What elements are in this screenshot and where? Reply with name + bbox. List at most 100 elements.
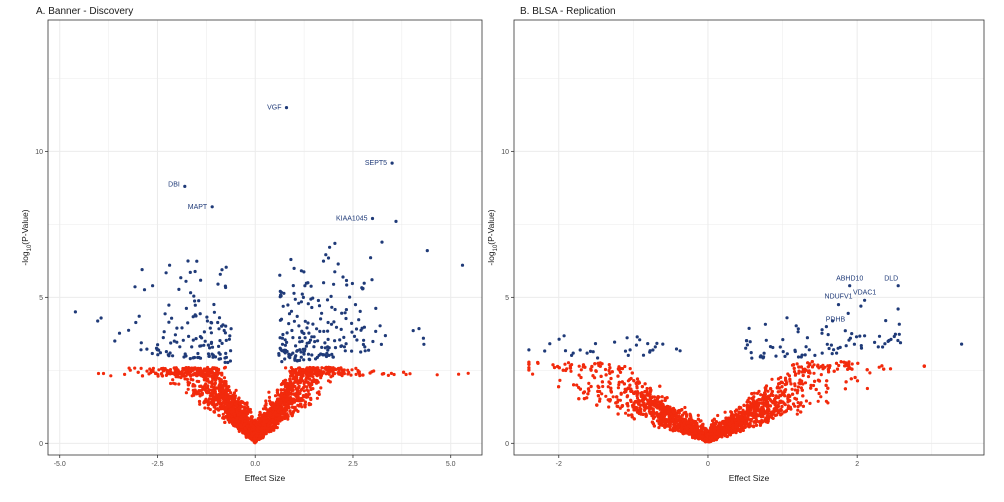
nonsignificant-point <box>628 383 632 387</box>
plot-area <box>48 20 482 455</box>
significant-point <box>383 334 387 338</box>
nonsignificant-point <box>408 372 412 376</box>
nonsignificant-point <box>296 381 300 385</box>
significant-point <box>425 249 429 253</box>
nonsignificant-point <box>260 417 264 421</box>
significant-point <box>311 296 315 300</box>
significant-point <box>278 273 282 277</box>
nonsignificant-point <box>779 389 783 393</box>
significant-point <box>291 284 295 288</box>
nonsignificant-point <box>563 362 567 366</box>
nonsignificant-point <box>658 384 662 388</box>
significant-point <box>227 337 231 341</box>
significant-point <box>169 341 173 345</box>
y-axis-title: -log10(P-Value) <box>486 209 499 265</box>
significant-point <box>73 310 77 314</box>
panel-border <box>47 19 483 456</box>
significant-point <box>317 304 322 308</box>
significant-point <box>339 327 343 331</box>
nonsignificant-point <box>217 387 221 391</box>
nonsignificant-point <box>309 366 313 370</box>
nonsignificant-point <box>289 399 293 403</box>
significant-point <box>280 349 284 353</box>
nonsignificant-point <box>303 400 307 404</box>
nonsignificant-point <box>660 395 664 399</box>
nonsignificant-point <box>279 393 284 397</box>
nonsignificant-point <box>211 395 215 399</box>
nonsignificant-point <box>652 415 657 419</box>
significant-point <box>208 326 212 330</box>
nonsignificant-point <box>795 391 799 395</box>
significant-point <box>301 295 305 299</box>
nonsignificant-point <box>193 384 197 388</box>
nonsignificant-point <box>284 407 288 411</box>
nonsignificant-point <box>206 374 210 378</box>
significant-point <box>196 355 200 360</box>
nonsignificant-point <box>276 413 280 417</box>
nonsignificant-point <box>579 368 583 372</box>
nonsignificant-point <box>308 385 312 389</box>
nonsignificant-point <box>754 423 759 427</box>
nonsignificant-point <box>295 372 299 376</box>
significant-point <box>209 331 213 335</box>
nonsignificant-point <box>748 421 752 425</box>
nonsignificant-point <box>277 417 281 421</box>
nonsignificant-point <box>220 406 224 410</box>
nonsignificant-point <box>279 410 283 414</box>
nonsignificant-point <box>206 384 210 388</box>
significant-point <box>191 315 195 319</box>
significant-point <box>342 345 346 349</box>
significant-point <box>361 287 365 291</box>
nonsignificant-point <box>808 401 812 405</box>
significant-point <box>326 256 331 260</box>
nonsignificant-point <box>109 374 113 378</box>
nonsignificant-point <box>635 384 639 388</box>
nonsignificant-point <box>302 389 306 393</box>
significant-point <box>369 256 373 260</box>
y-axis-title: -log10(P-Value) <box>20 209 33 265</box>
nonsignificant-point <box>173 382 177 386</box>
nonsignificant-point <box>165 369 169 374</box>
nonsignificant-point <box>172 366 176 370</box>
nonsignificant-point <box>212 410 217 414</box>
nonsignificant-point <box>297 366 301 370</box>
significant-point <box>309 284 313 288</box>
significant-point <box>196 351 200 356</box>
nonsignificant-point <box>228 404 232 408</box>
significant-point <box>117 331 122 335</box>
nonsignificant-point <box>235 410 240 414</box>
nonsignificant-point <box>257 413 261 417</box>
significant-point <box>308 358 312 362</box>
nonsignificant-point <box>281 397 285 402</box>
significant-point <box>223 360 227 364</box>
significant-point <box>291 336 295 340</box>
nonsignificant-point <box>736 414 740 419</box>
nonsignificant-point <box>260 427 264 431</box>
nonsignificant-point <box>328 380 332 384</box>
significant-point <box>170 316 174 320</box>
significant-point <box>224 265 228 269</box>
nonsignificant-point <box>253 437 257 441</box>
significant-point <box>293 297 297 301</box>
significant-point <box>224 338 228 342</box>
nonsignificant-point <box>210 381 214 385</box>
nonsignificant-point <box>159 372 164 376</box>
nonsignificant-point <box>210 385 214 389</box>
nonsignificant-point <box>279 400 283 404</box>
significant-point <box>460 263 465 267</box>
nonsignificant-point <box>252 421 256 425</box>
significant-point <box>296 359 300 363</box>
nonsignificant-point <box>586 392 590 396</box>
nonsignificant-point <box>235 400 239 404</box>
significant-point <box>278 289 282 293</box>
nonsignificant-point <box>168 371 173 375</box>
nonsignificant-point <box>635 390 640 394</box>
significant-point <box>303 284 307 288</box>
significant-point <box>292 291 296 295</box>
significant-point <box>221 323 225 327</box>
nonsignificant-point <box>210 400 214 404</box>
nonsignificant-point <box>319 376 323 380</box>
nonsignificant-point <box>224 382 228 386</box>
significant-point <box>324 253 328 257</box>
nonsignificant-point <box>202 372 206 376</box>
